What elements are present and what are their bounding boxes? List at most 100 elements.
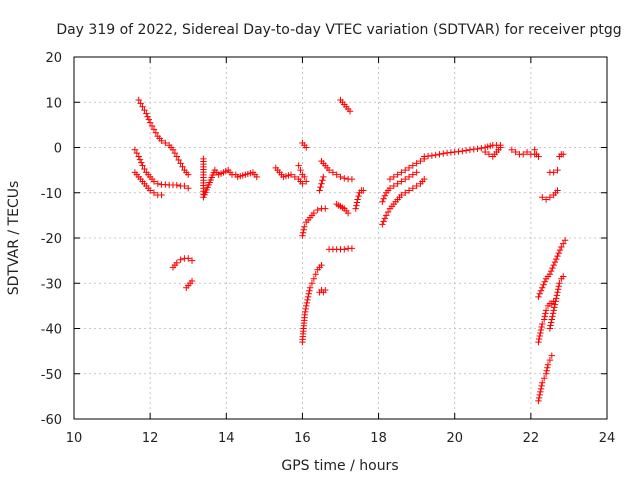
data-point: [139, 103, 146, 110]
data-point: [299, 229, 307, 236]
data-point: [310, 209, 318, 217]
series-arc16: [333, 200, 352, 217]
data-point: [173, 181, 180, 189]
data-point: [177, 160, 184, 167]
data-point: [560, 240, 567, 247]
series-arc4: [169, 255, 196, 271]
data-point: [549, 310, 557, 317]
data-point: [185, 185, 192, 192]
data-point: [346, 108, 354, 115]
data-point: [549, 264, 556, 272]
data-point: [154, 180, 161, 187]
data-point: [333, 171, 340, 178]
data-point: [512, 148, 519, 156]
data-point: [554, 187, 561, 194]
data-point: [537, 287, 545, 294]
data-point: [380, 218, 387, 225]
data-point: [550, 307, 557, 314]
data-point: [398, 169, 405, 176]
data-point: [535, 338, 542, 346]
data-point: [485, 151, 493, 158]
data-point: [390, 173, 397, 181]
data-point: [306, 287, 313, 294]
series-arc7: [272, 164, 306, 187]
data-point: [325, 166, 333, 174]
data-point: [436, 151, 443, 158]
data-point: [402, 166, 409, 174]
data-point: [405, 164, 413, 172]
data-point: [548, 316, 555, 323]
data-point: [531, 146, 538, 153]
data-point: [188, 277, 196, 285]
data-point: [304, 293, 312, 301]
data-point: [551, 304, 558, 311]
data-point: [382, 212, 390, 219]
data-point: [546, 325, 554, 332]
data-point: [432, 151, 439, 159]
data-point: [297, 166, 304, 174]
data-point: [542, 310, 549, 317]
data-point: [152, 129, 160, 136]
data-point: [146, 119, 154, 126]
data-point: [143, 110, 150, 117]
series-arc25: [531, 146, 542, 160]
data-point: [145, 116, 153, 123]
series-arc6: [200, 155, 260, 201]
y-tick-label: -60: [41, 413, 62, 428]
data-point: [550, 261, 557, 269]
y-axis-label: SDTVAR / TECUs: [6, 181, 22, 296]
data-point: [553, 255, 560, 263]
x-tick-label: 12: [142, 431, 159, 446]
y-tick-label: -50: [41, 368, 62, 383]
data-point: [302, 305, 309, 313]
data-point: [402, 175, 409, 183]
data-point: [299, 232, 306, 239]
data-point: [413, 182, 420, 190]
data-point: [554, 289, 561, 296]
data-point: [481, 148, 489, 156]
y-tick-label: -30: [41, 277, 62, 292]
data-point: [520, 151, 527, 158]
data-point: [380, 195, 387, 202]
data-point: [379, 221, 386, 228]
data-point: [497, 144, 504, 151]
y-tick-label: 0: [54, 142, 62, 157]
series-arc22: [421, 142, 504, 160]
data-point: [162, 139, 169, 147]
series-arc23: [481, 144, 504, 160]
series-arc5: [183, 277, 196, 291]
data-point: [322, 205, 329, 212]
series-arc17: [337, 96, 354, 115]
data-point: [553, 295, 560, 302]
data-point: [440, 150, 447, 157]
data-point: [144, 113, 151, 120]
data-point: [554, 286, 562, 293]
x-tick-label: 18: [370, 431, 387, 446]
series-arc27: [546, 166, 561, 176]
data-point: [135, 96, 142, 104]
data-point: [305, 290, 312, 298]
data-point: [303, 299, 311, 307]
data-point: [409, 185, 417, 192]
data-point: [394, 171, 401, 178]
data-point: [337, 173, 344, 181]
data-point: [314, 206, 321, 214]
series-arc1: [135, 96, 192, 178]
x-tick-label: 14: [218, 431, 235, 446]
data-point: [478, 144, 485, 152]
data-point: [459, 147, 466, 155]
data-point: [538, 382, 545, 390]
chart-title: Day 319 of 2022, Sidereal Day-to-day VTE…: [56, 22, 621, 38]
y-axis-ticks: -60 -50 -40 -30 -20 -10 0 10 20: [41, 51, 607, 428]
data-point: [536, 332, 543, 340]
series-arc9: [299, 205, 329, 239]
data-point: [402, 189, 409, 196]
data-point: [384, 208, 392, 216]
data-point: [303, 302, 310, 310]
data-point: [253, 173, 260, 181]
data-point: [546, 356, 554, 364]
data-point: [539, 320, 546, 328]
series-arc10: [299, 261, 325, 346]
